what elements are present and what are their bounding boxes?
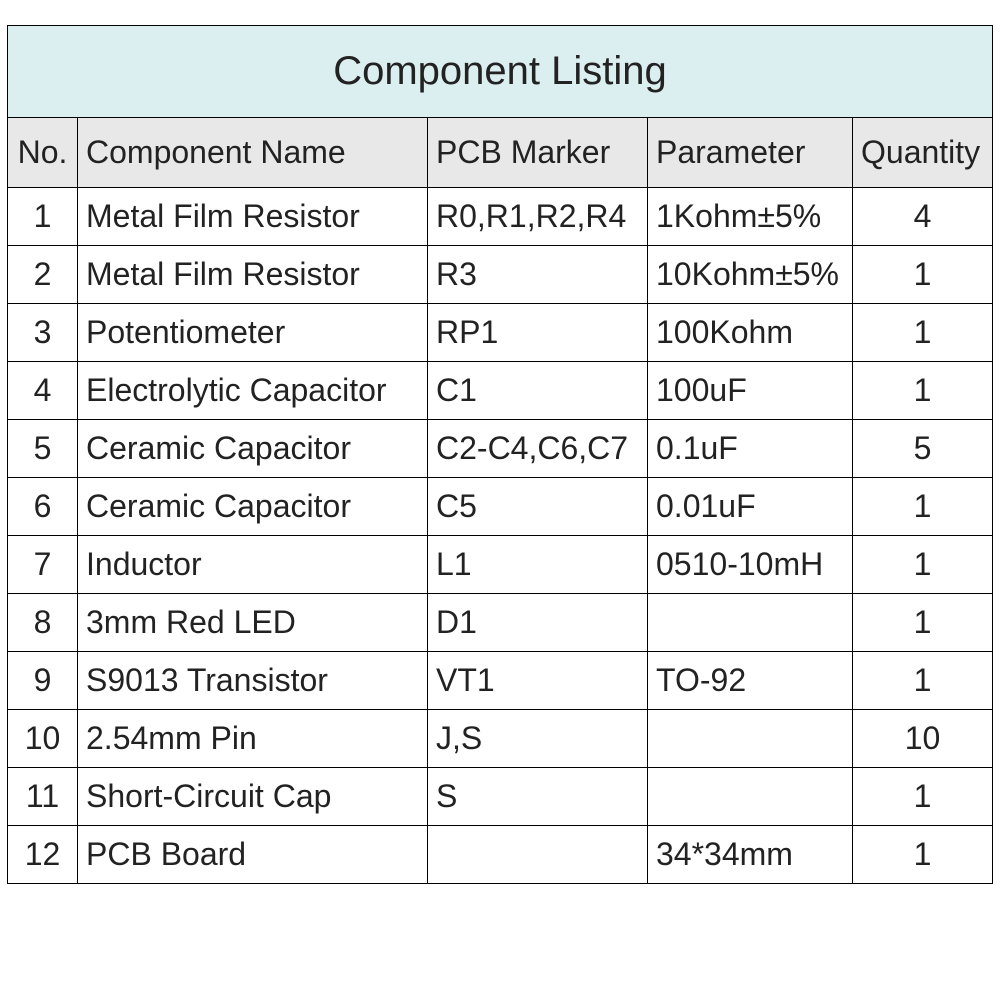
cell-no: 3 bbox=[8, 304, 78, 362]
cell-qty: 4 bbox=[853, 188, 993, 246]
col-header-quantity: Quantity bbox=[853, 118, 993, 188]
cell-no: 12 bbox=[8, 826, 78, 884]
cell-parameter: TO-92 bbox=[648, 652, 853, 710]
cell-parameter: 100uF bbox=[648, 362, 853, 420]
table-row: 3PotentiometerRP1100Kohm1 bbox=[8, 304, 993, 362]
col-header-marker: PCB Marker bbox=[428, 118, 648, 188]
cell-name: S9013 Transistor bbox=[78, 652, 428, 710]
cell-marker: R0,R1,R2,R4 bbox=[428, 188, 648, 246]
cell-qty: 1 bbox=[853, 246, 993, 304]
table-body: 1Metal Film ResistorR0,R1,R2,R41Kohm±5%4… bbox=[8, 188, 993, 884]
cell-no: 5 bbox=[8, 420, 78, 478]
col-header-parameter: Parameter bbox=[648, 118, 853, 188]
table-row: 83mm Red LEDD1 1 bbox=[8, 594, 993, 652]
cell-qty: 1 bbox=[853, 652, 993, 710]
cell-name: Metal Film Resistor bbox=[78, 246, 428, 304]
cell-marker: S bbox=[428, 768, 648, 826]
cell-marker bbox=[428, 826, 648, 884]
cell-no: 1 bbox=[8, 188, 78, 246]
cell-qty: 1 bbox=[853, 768, 993, 826]
table-row: 7InductorL10510-10mH1 bbox=[8, 536, 993, 594]
cell-name: Inductor bbox=[78, 536, 428, 594]
table-row: 12PCB Board 34*34mm1 bbox=[8, 826, 993, 884]
col-header-name: Component Name bbox=[78, 118, 428, 188]
table-row: 9S9013 TransistorVT1TO-921 bbox=[8, 652, 993, 710]
cell-no: 8 bbox=[8, 594, 78, 652]
cell-no: 9 bbox=[8, 652, 78, 710]
table-title-row: Component Listing bbox=[8, 26, 993, 118]
cell-no: 2 bbox=[8, 246, 78, 304]
table-header-row: No. Component Name PCB Marker Parameter … bbox=[8, 118, 993, 188]
cell-qty: 1 bbox=[853, 826, 993, 884]
table-row: 2Metal Film ResistorR310Kohm±5%1 bbox=[8, 246, 993, 304]
col-header-no: No. bbox=[8, 118, 78, 188]
cell-name: Ceramic Capacitor bbox=[78, 478, 428, 536]
cell-no: 6 bbox=[8, 478, 78, 536]
cell-parameter: 0.01uF bbox=[648, 478, 853, 536]
page: Component Listing No. Component Name PCB… bbox=[0, 0, 1000, 1000]
cell-qty: 5 bbox=[853, 420, 993, 478]
cell-name: Electrolytic Capacitor bbox=[78, 362, 428, 420]
cell-parameter: 34*34mm bbox=[648, 826, 853, 884]
cell-parameter: 0510-10mH bbox=[648, 536, 853, 594]
cell-qty: 10 bbox=[853, 710, 993, 768]
cell-marker: VT1 bbox=[428, 652, 648, 710]
cell-parameter bbox=[648, 710, 853, 768]
cell-qty: 1 bbox=[853, 304, 993, 362]
cell-name: PCB Board bbox=[78, 826, 428, 884]
table-title: Component Listing bbox=[8, 26, 993, 118]
cell-parameter bbox=[648, 594, 853, 652]
table-row: 6Ceramic CapacitorC50.01uF1 bbox=[8, 478, 993, 536]
component-listing-table: Component Listing No. Component Name PCB… bbox=[7, 25, 993, 884]
cell-no: 7 bbox=[8, 536, 78, 594]
cell-no: 11 bbox=[8, 768, 78, 826]
cell-name: 3mm Red LED bbox=[78, 594, 428, 652]
cell-marker: C2-C4,C6,C7 bbox=[428, 420, 648, 478]
cell-name: 2.54mm Pin bbox=[78, 710, 428, 768]
cell-name: Potentiometer bbox=[78, 304, 428, 362]
cell-parameter: 1Kohm±5% bbox=[648, 188, 853, 246]
cell-parameter bbox=[648, 768, 853, 826]
cell-qty: 1 bbox=[853, 594, 993, 652]
table-row: 1Metal Film ResistorR0,R1,R2,R41Kohm±5%4 bbox=[8, 188, 993, 246]
cell-marker: C1 bbox=[428, 362, 648, 420]
cell-qty: 1 bbox=[853, 478, 993, 536]
cell-marker: R3 bbox=[428, 246, 648, 304]
cell-marker: C5 bbox=[428, 478, 648, 536]
cell-marker: RP1 bbox=[428, 304, 648, 362]
cell-marker: L1 bbox=[428, 536, 648, 594]
cell-qty: 1 bbox=[853, 362, 993, 420]
cell-no: 10 bbox=[8, 710, 78, 768]
cell-qty: 1 bbox=[853, 536, 993, 594]
cell-name: Metal Film Resistor bbox=[78, 188, 428, 246]
cell-name: Ceramic Capacitor bbox=[78, 420, 428, 478]
table-head: Component Listing No. Component Name PCB… bbox=[8, 26, 993, 188]
table-row: 5Ceramic CapacitorC2-C4,C6,C70.1uF5 bbox=[8, 420, 993, 478]
cell-name: Short-Circuit Cap bbox=[78, 768, 428, 826]
cell-marker: D1 bbox=[428, 594, 648, 652]
cell-parameter: 10Kohm±5% bbox=[648, 246, 853, 304]
cell-marker: J,S bbox=[428, 710, 648, 768]
cell-parameter: 100Kohm bbox=[648, 304, 853, 362]
table-row: 102.54mm PinJ,S10 bbox=[8, 710, 993, 768]
cell-no: 4 bbox=[8, 362, 78, 420]
table-row: 11Short-Circuit CapS 1 bbox=[8, 768, 993, 826]
cell-parameter: 0.1uF bbox=[648, 420, 853, 478]
table-row: 4Electrolytic CapacitorC1100uF1 bbox=[8, 362, 993, 420]
